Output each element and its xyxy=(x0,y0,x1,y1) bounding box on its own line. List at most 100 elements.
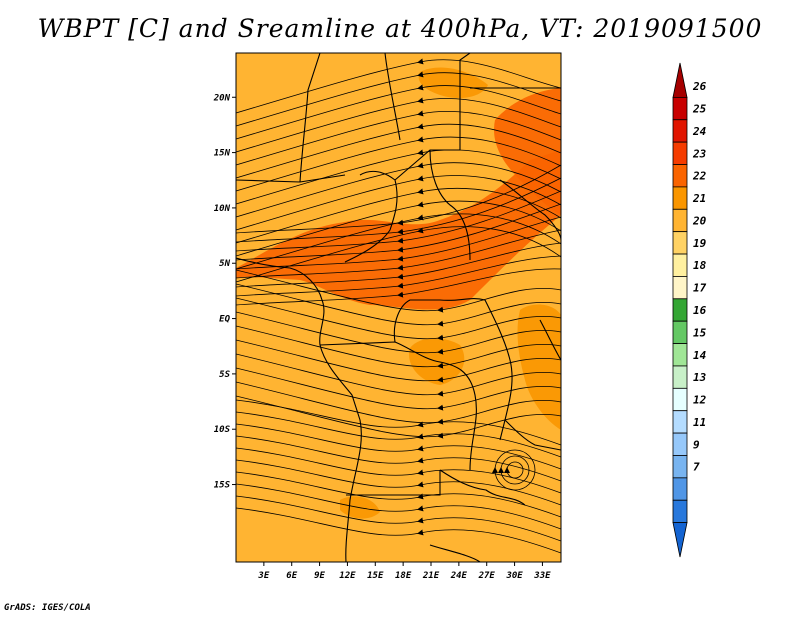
y-tick-label: 5N xyxy=(219,259,230,269)
credit-text: GrADS: IGES/COLA xyxy=(4,603,91,613)
colorbar-label: 12 xyxy=(693,394,707,407)
colorbar-swatch xyxy=(672,276,688,300)
streamlines xyxy=(236,58,561,554)
border-line xyxy=(344,170,398,263)
streamline xyxy=(236,58,561,114)
streamline xyxy=(236,435,561,482)
colorbar-label: 22 xyxy=(692,170,707,183)
streamline xyxy=(236,311,561,355)
x-tick-label: 33E xyxy=(533,571,551,581)
streamline xyxy=(236,459,561,506)
streamline xyxy=(236,203,561,261)
streamline xyxy=(236,190,561,252)
colorbar-swatch xyxy=(672,432,688,456)
streamline xyxy=(236,229,561,279)
colorbar-label: 18 xyxy=(693,259,707,272)
streamline xyxy=(236,123,561,179)
colorbar-label: 9 xyxy=(693,438,700,451)
colorbar-swatch xyxy=(672,141,688,165)
streamline-eddy xyxy=(498,455,530,485)
colorbar-label: 16 xyxy=(693,304,707,317)
y-tick-label: 10N xyxy=(214,204,231,214)
colorbar-label: 11 xyxy=(693,416,706,429)
colorbar-swatch xyxy=(672,455,688,479)
colorbar-swatch xyxy=(672,253,688,277)
streamline xyxy=(236,367,561,411)
y-tick-label: 20N xyxy=(213,93,231,103)
streamline-eddy xyxy=(492,449,536,491)
colorbar-swatch xyxy=(672,164,688,188)
colorbar: 26 25 24 23 22 21 20 19 18 17 16 15 14 13 12 11 9 7 xyxy=(672,62,707,558)
x-tick-label: 30E xyxy=(505,571,523,581)
streamline xyxy=(236,242,561,288)
border-line xyxy=(504,419,561,451)
colorbar-swatch xyxy=(672,387,688,412)
country-borders xyxy=(236,53,561,562)
border-line xyxy=(393,298,486,343)
colorbar-swatch xyxy=(672,410,688,434)
streamline xyxy=(236,226,561,283)
colorbar-swatch xyxy=(672,365,688,389)
streamline xyxy=(236,339,561,383)
streamline xyxy=(236,399,561,446)
x-tick-label: 3E xyxy=(257,571,269,581)
y-tick-label: 15S xyxy=(214,481,231,491)
region-east-coast xyxy=(517,304,561,430)
streamline xyxy=(236,269,561,313)
border-line xyxy=(439,469,526,506)
colorbar-bottom-arrow xyxy=(672,522,688,558)
colorbar-swatch xyxy=(672,499,688,524)
border-line xyxy=(346,470,441,496)
colorbar-top-arrow xyxy=(672,62,688,98)
map-frame xyxy=(235,52,562,563)
colorbar-label: 21 xyxy=(692,192,706,205)
border-line xyxy=(429,544,481,562)
streamline-eddy xyxy=(504,461,524,479)
colorbar-swatch xyxy=(672,96,688,121)
colorbar-label: 19 xyxy=(693,237,707,250)
streamline xyxy=(236,353,561,397)
colorbar-swatch xyxy=(672,119,688,143)
streamline xyxy=(236,507,561,554)
colorbar-swatch xyxy=(672,477,688,501)
x-tick-label: 21E xyxy=(422,571,440,581)
region-northeast-core xyxy=(494,88,561,215)
x-tick-label: 15E xyxy=(367,571,384,581)
border-line xyxy=(539,319,561,361)
colorbar-label: 20 xyxy=(692,214,707,227)
colorbar-swatch xyxy=(672,231,688,255)
border-line xyxy=(384,53,401,141)
colorbar-label: 15 xyxy=(693,326,707,339)
colorbar-label: 13 xyxy=(693,371,707,384)
x-axis: 3E 6E 9E 12E 15E 18E 21E 24E 27E 30E 33E xyxy=(257,562,551,581)
streamline xyxy=(236,268,561,306)
streamline xyxy=(236,423,561,470)
streamline xyxy=(236,110,561,166)
map-panel xyxy=(236,53,561,562)
streamline xyxy=(236,175,561,231)
y-tick-label: 5S xyxy=(219,370,230,380)
streamline xyxy=(236,200,561,257)
streamline xyxy=(236,149,561,205)
streamline xyxy=(236,216,561,270)
colorbar-swatch xyxy=(672,320,688,344)
border-line xyxy=(429,149,471,261)
x-tick-label: 24E xyxy=(450,571,468,581)
streamline xyxy=(236,84,561,140)
streamline xyxy=(236,471,561,518)
y-axis: 20N 15N 10N 5N EQ 5S 10S 15S xyxy=(213,93,236,491)
border-line xyxy=(319,341,477,471)
streamline xyxy=(236,187,561,244)
colorbar-label: 7 xyxy=(693,461,700,474)
streamline xyxy=(236,447,561,494)
y-tick-label: 10S xyxy=(214,425,231,435)
colorbar-label: 25 xyxy=(692,103,707,116)
streamline xyxy=(236,411,561,458)
colorbar-label: 17 xyxy=(693,282,707,295)
streamline xyxy=(236,136,561,192)
streamline xyxy=(236,97,561,153)
colorbar-swatch xyxy=(672,298,688,322)
streamline xyxy=(236,164,561,234)
streamline xyxy=(236,255,561,297)
